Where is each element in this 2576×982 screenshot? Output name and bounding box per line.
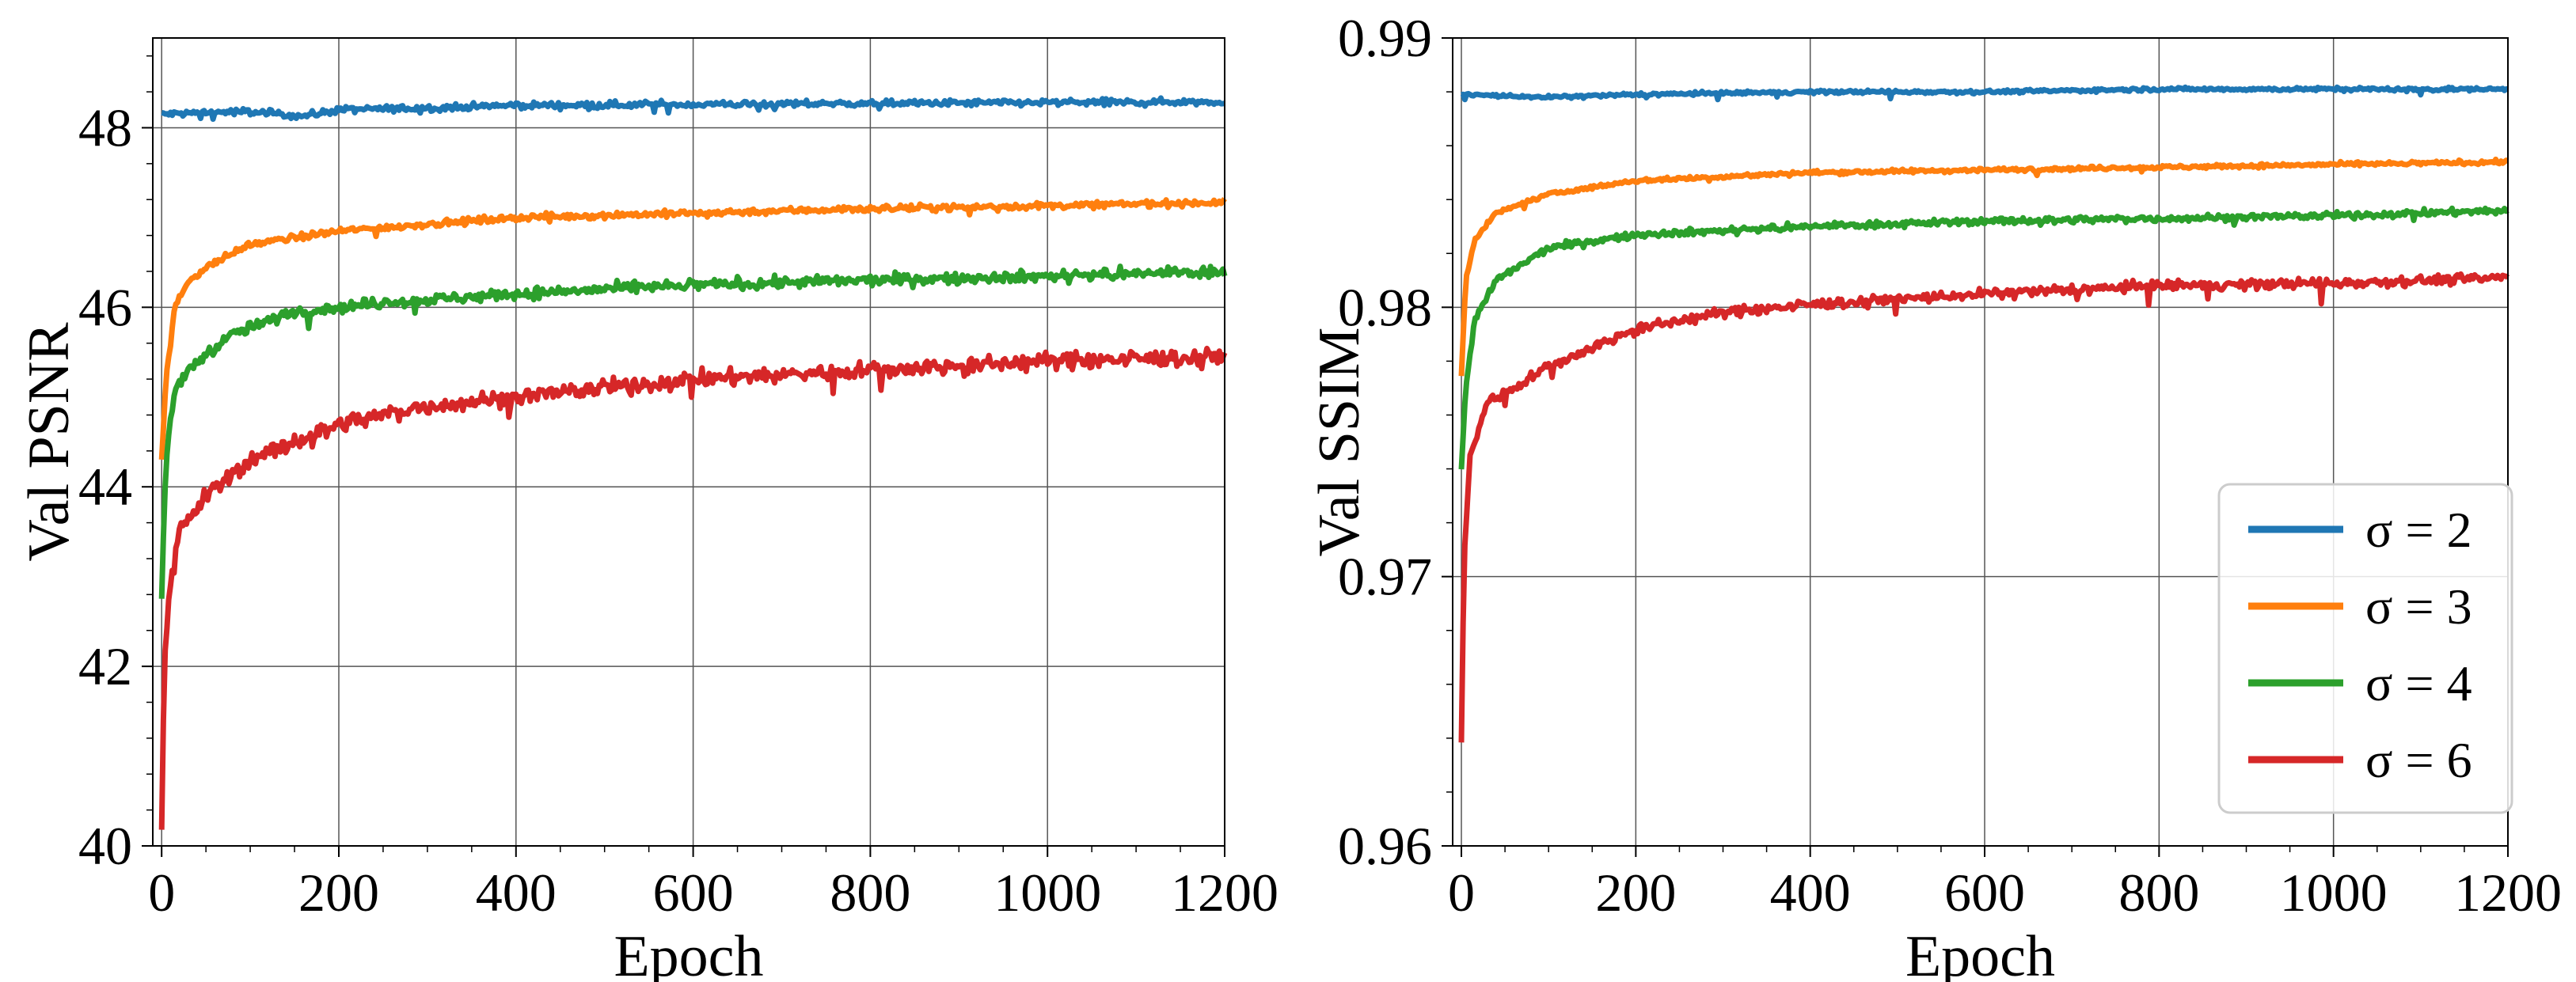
series-line-6-ssim	[1458, 271, 2510, 743]
y-tick-label-0-97: 0.97	[1338, 547, 1432, 607]
ssim-chart: 0 200 400 600 800 1000 1200 0.96 0.97 0.98 0.99 Ep…	[1307, 8, 2562, 982]
psnr-ticks: 0 200 400 600 800 1000 1200 40 42 44 46 48	[78, 55, 1279, 923]
y-tick-label-48: 48	[78, 97, 132, 157]
y-tick-label-0-98: 0.98	[1338, 277, 1432, 337]
x-tick-label-600: 600	[1944, 863, 2025, 923]
x-tick-label-600: 600	[653, 863, 734, 923]
legend-item-sigma-4: σ = 4	[2248, 655, 2472, 711]
ssim-x-axis-label: Epoch	[1905, 924, 2055, 982]
legend: σ = 2 σ = 3 σ = 4 σ = 6	[2217, 483, 2513, 814]
y-tick-label-40: 40	[78, 816, 132, 876]
x-tick-label-800: 800	[2118, 863, 2199, 923]
x-tick-label-800: 800	[830, 863, 910, 923]
x-tick-label-400: 400	[1770, 863, 1851, 923]
ssim-ticks: 0 200 400 600 800 1000 1200 0.96 0.97 0.98 0.99	[1338, 8, 2562, 923]
y-tick-label-44: 44	[78, 457, 132, 517]
x-tick-label-0: 0	[1448, 863, 1475, 923]
legend-label: σ = 4	[2365, 655, 2472, 711]
x-tick-label-1000: 1000	[994, 863, 1101, 923]
legend-item-sigma-6: σ = 6	[2248, 732, 2472, 788]
series-line-6-psnr	[158, 345, 1228, 830]
x-tick-label-200: 200	[1595, 863, 1676, 923]
ssim-series	[1458, 84, 2510, 743]
series-line-3-ssim	[1458, 156, 2510, 377]
x-tick-label-1200: 1200	[2454, 863, 2562, 923]
x-tick-label-0: 0	[148, 863, 175, 923]
x-tick-label-200: 200	[298, 863, 379, 923]
psnr-chart: 0 200 400 600 800 1000 1200 40 42 44 46 48 Epoch Va…	[17, 37, 1279, 982]
series-line-2-ssim	[1460, 84, 2510, 103]
legend-item-sigma-2: σ = 2	[2248, 502, 2472, 558]
y-tick-label-42: 42	[78, 636, 132, 696]
y-tick-label-0-96: 0.96	[1338, 816, 1432, 876]
series-line-4-psnr	[158, 264, 1228, 599]
legend-item-sigma-3: σ = 3	[2248, 578, 2472, 635]
legend-box	[2217, 483, 2513, 814]
x-tick-label-1000: 1000	[2280, 863, 2388, 923]
ssim-plot-frame	[1452, 37, 2509, 847]
psnr-plot-frame	[152, 37, 1225, 847]
psnr-y-axis-label: Val PSNR	[17, 322, 82, 562]
ssim-y-axis-label: Val SSIM	[1307, 328, 1372, 557]
legend-label: σ = 6	[2365, 732, 2472, 788]
x-tick-label-1200: 1200	[1171, 863, 1279, 923]
legend-label: σ = 2	[2365, 502, 2472, 558]
x-tick-label-400: 400	[476, 863, 557, 923]
series-line-2-psnr	[160, 95, 1226, 122]
legend-label: σ = 3	[2365, 578, 2472, 635]
psnr-series	[158, 95, 1228, 830]
y-tick-label-46: 46	[78, 277, 132, 337]
y-tick-label-0-99: 0.99	[1338, 8, 1432, 68]
series-line-3-psnr	[158, 197, 1227, 460]
psnr-x-axis-label: Epoch	[614, 924, 763, 982]
series-line-4-ssim	[1458, 205, 2510, 470]
